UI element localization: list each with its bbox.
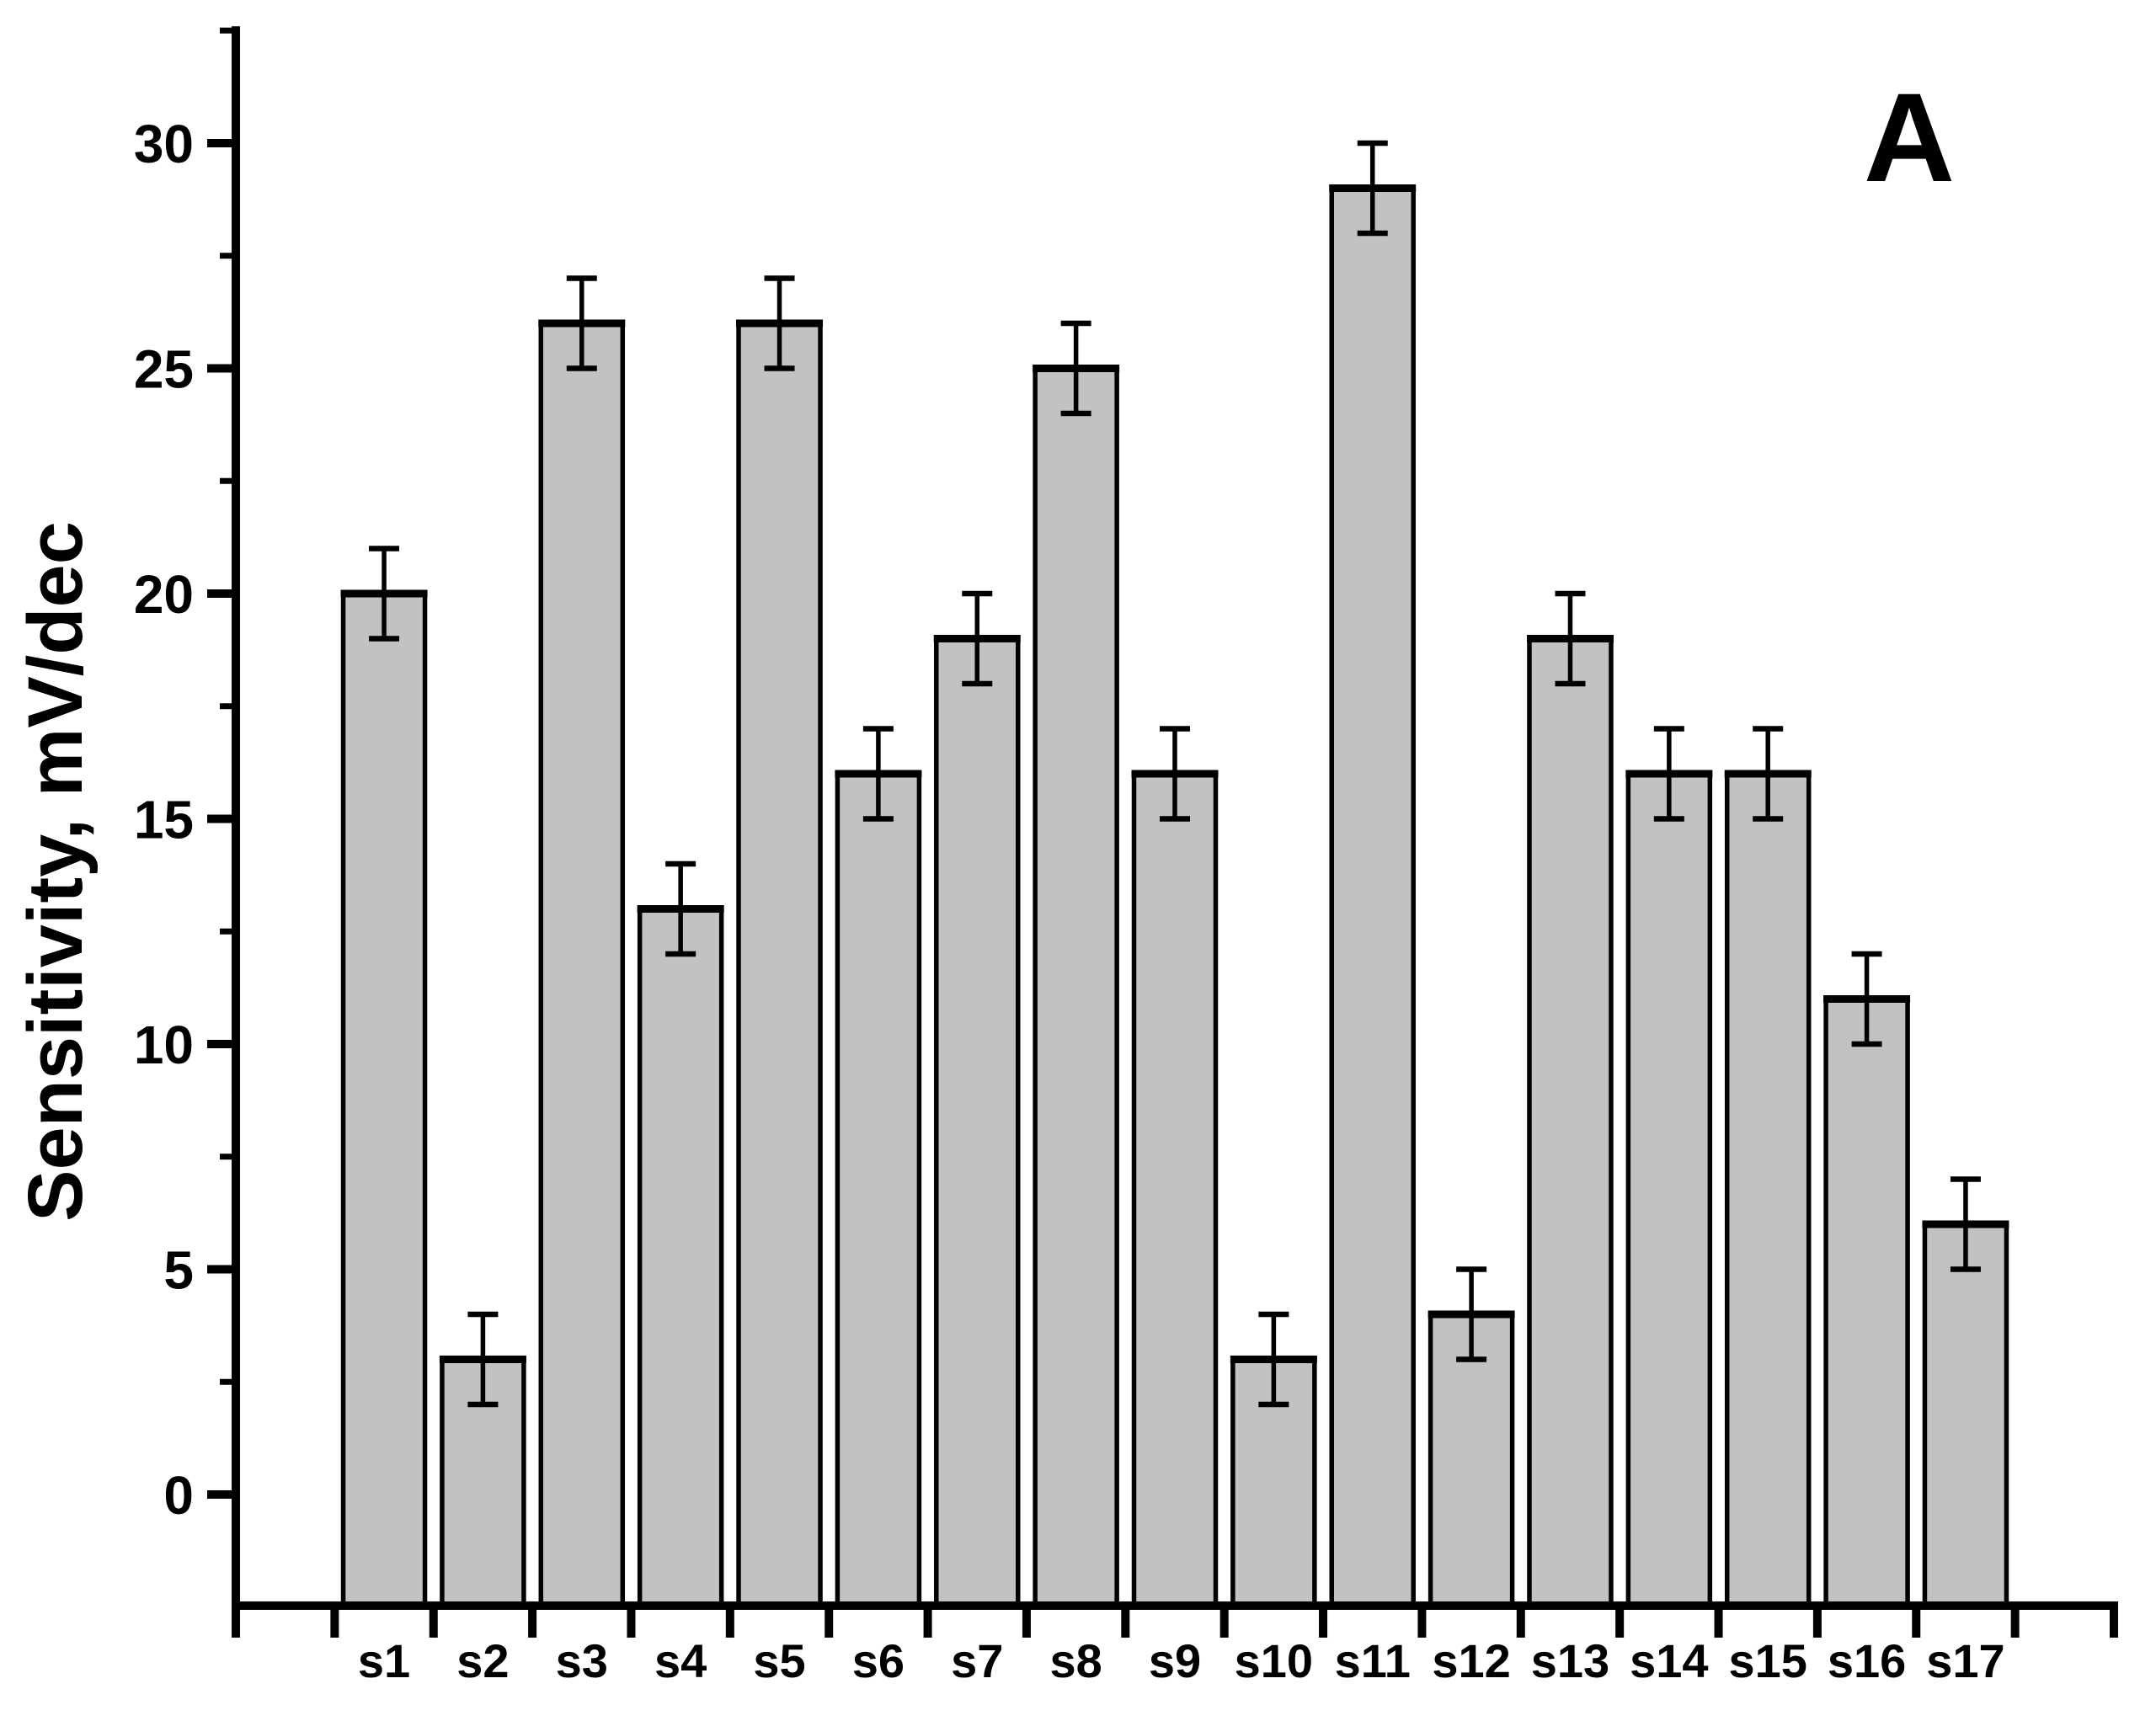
y-tick-label-20: 20 [134,564,194,625]
axes-layer [207,26,2118,1638]
y-tick-label-15: 15 [134,790,194,850]
x-tick-label-s6: s6 [852,1634,905,1687]
bar-s7 [934,636,1021,1610]
y-tick-label-25: 25 [134,339,194,400]
bars-layer [340,184,2009,1610]
bar-s11 [1329,185,1416,1610]
x-tick-label-s10: s10 [1235,1634,1313,1687]
x-tick-label-s13: s13 [1531,1634,1609,1687]
x-tick-label-s8: s8 [1049,1634,1102,1687]
bar-s16 [1823,996,1910,1610]
bar-s17 [1922,1222,2009,1610]
bar-s6 [835,771,922,1610]
bar-s4 [637,906,724,1610]
x-tick-label-s17: s17 [1926,1634,2004,1687]
x-tick-label-s9: s9 [1149,1634,1201,1687]
bar-s3 [538,321,626,1610]
x-tick-label-s11: s11 [1335,1634,1411,1687]
bar-s13 [1527,636,1614,1610]
x-tick-label-s12: s12 [1432,1634,1510,1687]
y-tick-label-10: 10 [134,1015,194,1075]
panel-label: A [1864,67,1955,208]
tick-labels-layer: s1 s2 s3 s4 s5 s6 s7 s8 s9 s10 s11 s12 s13 s14 s15 s16 s… [134,114,2005,1687]
bar-s12 [1428,1312,1515,1610]
x-tick-label-s14: s14 [1630,1634,1708,1687]
bar-s14 [1625,771,1713,1610]
y-axis-title: Sensitivity, mV/dec [13,521,99,1222]
y-tick-label-5: 5 [163,1240,194,1301]
bar-s1 [340,591,428,1610]
bar-s8 [1033,365,1119,1610]
bar-s5 [736,321,823,1610]
x-tick-label-s4: s4 [654,1634,707,1687]
x-tick-label-s1: s1 [358,1634,410,1687]
error-bars-layer [369,140,1981,1408]
y-tick-label-30: 30 [134,114,194,174]
x-tick-label-s15: s15 [1728,1634,1806,1687]
x-tick-label-s2: s2 [456,1634,509,1687]
y-tick-label-0: 0 [163,1465,194,1526]
bar-s9 [1131,771,1219,1610]
x-tick-label-s16: s16 [1828,1634,1906,1687]
x-tick-label-s7: s7 [951,1634,1003,1687]
x-tick-label-s3: s3 [556,1634,608,1687]
x-tick-label-s5: s5 [753,1634,805,1687]
bar-s15 [1724,771,1812,1610]
